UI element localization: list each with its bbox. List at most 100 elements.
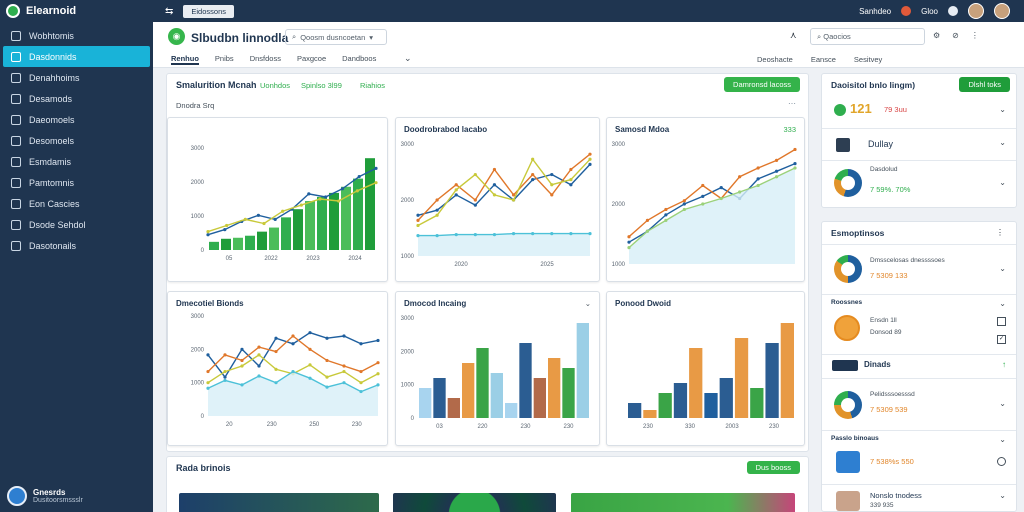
detail-row-2[interactable]: Roossnes Ensdn 1ll Donsod 89 ⌄ ✓: [822, 294, 1016, 352]
chevron-down-icon[interactable]: ⌄: [999, 299, 1006, 308]
tab-3[interactable]: Dnsfdoss: [249, 54, 281, 63]
series-line: [417, 157, 591, 227]
chevron-down-icon: ▾: [369, 32, 374, 42]
stat-1-extra: 79 3uu: [884, 105, 907, 114]
arrow-up-icon[interactable]: ↑: [1002, 360, 1006, 369]
right-panel-1-button[interactable]: Dlshl toks: [959, 77, 1010, 92]
bar: [419, 388, 432, 418]
chart-card-2[interactable]: Doodrobrabod lacabo 3000 2000 1000 2020 2025: [395, 117, 600, 282]
sidebar-item-7[interactable]: Esmdamis: [0, 151, 150, 172]
stat-row-3[interactable]: Dasdolud 7 59%. 70% ⌄: [822, 160, 1016, 208]
pin-icon[interactable]: ⋏: [790, 30, 797, 40]
sidebar-user-sub: Dusitoorsmssslr: [33, 497, 83, 504]
sidebar-item-11[interactable]: Dasotonails: [0, 235, 150, 256]
data-point: [627, 240, 631, 244]
chart-2-svg: 3000 2000 1000 2020 2025: [401, 142, 592, 268]
chevron-down-icon[interactable]: ⌄: [999, 264, 1006, 273]
stat-row-1[interactable]: 121 79 3uu ⌄: [822, 96, 1016, 126]
data-point: [291, 342, 295, 346]
gear-icon[interactable]: [948, 6, 958, 16]
notification-icon[interactable]: [901, 6, 912, 16]
detail-row-5[interactable]: Passlo binoaus 7 538%s 550 ⌄: [822, 430, 1016, 482]
sidebar-item-1[interactable]: Wobhtomis: [0, 25, 150, 46]
right-search-input[interactable]: ⌕ Qaocios: [810, 28, 925, 45]
chevron-down-icon[interactable]: ⌄: [999, 491, 1006, 500]
x-tick-label: 230: [563, 424, 574, 430]
check-icon[interactable]: ✓: [997, 335, 1006, 344]
data-point: [223, 228, 227, 232]
link-icon[interactable]: ⊘: [952, 31, 959, 40]
tab-1[interactable]: Renhuo: [171, 54, 199, 65]
sidebar-item-4[interactable]: Desamods: [0, 88, 150, 109]
back-arrow-icon[interactable]: ⇆: [165, 5, 174, 17]
sidebar-item-label: Dasotonails: [29, 240, 77, 251]
main-action-button[interactable]: Damronsd lacoss: [724, 77, 800, 92]
data-point: [416, 213, 420, 217]
main-sub-2[interactable]: Spinlso 3l99: [301, 81, 342, 90]
right-tab-1[interactable]: Deoshacte: [757, 55, 793, 64]
x-tick-label: 230: [352, 422, 363, 428]
detail-row-6[interactable]: Nonslo tnodess 339 935 ⌄: [822, 484, 1016, 512]
chevron-down-icon[interactable]: ⌄: [999, 138, 1006, 147]
bar: [750, 388, 764, 418]
tab-5[interactable]: Dandboos: [342, 54, 377, 63]
data-point: [682, 199, 686, 203]
chevron-down-icon[interactable]: ⌄: [999, 435, 1006, 444]
right-tab-3[interactable]: Sesitvey: [853, 55, 883, 64]
chart-card-1[interactable]: 3000 2000 1000 0 05 2022 2023 2024: [167, 117, 388, 282]
right-panel-details: Esmoptinsos ⋮ Dmsscelosas dnessssoes 7 5…: [821, 221, 1017, 512]
avatar-icon[interactable]: [968, 3, 984, 19]
tab-2[interactable]: Pnibs: [214, 54, 234, 63]
chart-card-6[interactable]: Ponood Dwoid 230 330 2003 230: [606, 291, 805, 446]
main-sub-3[interactable]: Riahios: [360, 81, 386, 90]
y-tick-label: 1000: [191, 381, 205, 387]
radio-icon[interactable]: [997, 457, 1006, 466]
bar: [576, 323, 589, 418]
search-input[interactable]: ⌕ Qoosm dusncoetan ▾: [285, 29, 387, 45]
tab-4[interactable]: Paxgcoe: [296, 54, 327, 63]
sidebar-item-5[interactable]: Daeomoels: [0, 109, 150, 130]
sidebar-item-3[interactable]: Denahhoims: [0, 67, 150, 88]
chart-card-5[interactable]: Dmocod Incaing ⌄ 3000 2000 1000 0 03 220 230 23…: [395, 291, 600, 446]
sidebar-item-6[interactable]: Desomoels: [0, 130, 150, 151]
more-icon[interactable]: ⋮: [996, 228, 1004, 237]
chart-card-4[interactable]: Dmecotiel Bionds 3000 2000 1000 0 20 230 250 23…: [167, 291, 388, 446]
sidebar-item-10[interactable]: Dsode Sehdol: [0, 214, 150, 235]
thumbnail-2[interactable]: [393, 493, 556, 512]
topbar-pill[interactable]: Eidossons: [183, 4, 234, 18]
main-more-icon[interactable]: ⋯: [788, 99, 796, 108]
chevron-down-icon[interactable]: ⌄: [999, 105, 1006, 114]
sidebar-item-9[interactable]: Eon Cascies: [0, 193, 150, 214]
data-point: [206, 230, 210, 234]
data-point: [256, 213, 260, 217]
topbar-user1[interactable]: Sanhdeo: [859, 6, 892, 16]
more-icon[interactable]: ⋮: [970, 31, 979, 40]
data-point: [793, 162, 797, 166]
chart-card-3[interactable]: Samosd Mdoa 333 3000 2000 1000: [606, 117, 805, 282]
profile-avatar-icon[interactable]: [994, 3, 1010, 19]
sidebar-item-2[interactable]: Dasdonnids: [3, 46, 150, 67]
data-point: [473, 233, 477, 237]
data-point: [240, 383, 244, 387]
main-sub-1[interactable]: Uonhdos: [260, 81, 291, 90]
thumbnail-3[interactable]: [571, 493, 795, 512]
sidebar-item-8[interactable]: Pamtomnis: [0, 172, 150, 193]
chevron-down-icon[interactable]: ⌄: [999, 178, 1006, 187]
detail-row-1[interactable]: Dmsscelosas dnessssoes 7 5309 133 ⌄: [822, 244, 1016, 292]
thumbnail-1[interactable]: [179, 493, 379, 512]
detail-row-4[interactable]: Pelidsssoesssd 7 5309 539 ⌄: [822, 378, 1016, 428]
stat-row-2[interactable]: Dullay ⌄: [822, 128, 1016, 158]
right-tab-2[interactable]: Eansce: [810, 55, 836, 64]
topbar-user2[interactable]: Gloo: [921, 6, 938, 16]
bottom-button[interactable]: Dus booss: [746, 461, 800, 474]
data-point: [240, 364, 244, 368]
chart-5-menu-icon[interactable]: ⌄: [584, 299, 591, 308]
settings-icon[interactable]: ⚙: [933, 31, 941, 40]
edit-icon[interactable]: [997, 317, 1006, 326]
brand[interactable]: Elearnoid: [0, 0, 153, 22]
tabs-more-chevron-icon[interactable]: ⌄: [404, 53, 412, 63]
chevron-down-icon[interactable]: ⌄: [999, 399, 1006, 408]
data-point: [206, 353, 210, 357]
sidebar-user[interactable]: Gnesrds Dusitoorsmssslr: [7, 486, 83, 506]
detail-row-3[interactable]: Dinads ↑: [822, 354, 1016, 376]
